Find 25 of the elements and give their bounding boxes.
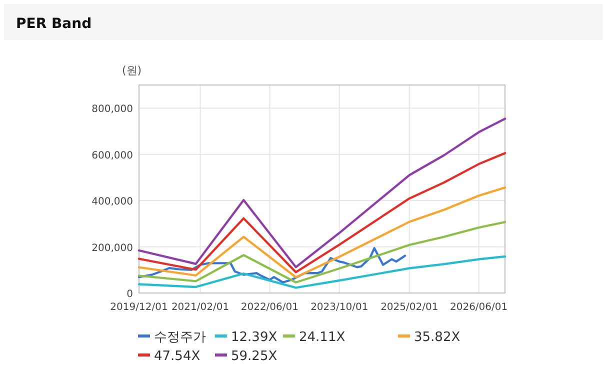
y-axis-title: (원) (122, 64, 142, 77)
chart-title: PER Band (16, 16, 92, 32)
line-series (138, 220, 506, 284)
x-tick-label: 2019/12/01 (110, 302, 168, 313)
y-tick-label: 600,000 (92, 150, 133, 162)
y-tick-label: 0 (126, 289, 133, 300)
x-tick-label: 2022/06/01 (240, 302, 299, 313)
legend-label: 59.25X (231, 349, 278, 364)
x-tick-label: 2021/02/01 (171, 302, 230, 313)
x-tick-label: 2025/02/01 (380, 302, 438, 313)
line-series (138, 247, 406, 284)
legend-label: 47.54X (154, 349, 200, 364)
legend-label: 수정주가 (154, 330, 206, 345)
legend-label: 35.82X (414, 330, 460, 345)
legend-label: 24.11X (299, 330, 346, 345)
line-series (138, 118, 506, 268)
line-series (138, 152, 506, 274)
y-tick-label: 800,000 (92, 104, 133, 116)
legend-label: 12.39X (231, 330, 278, 345)
line-series (138, 186, 506, 278)
y-tick-label: 400,000 (92, 196, 133, 208)
y-tick-label: 200,000 (92, 242, 133, 254)
x-tick-label: 2026/06/01 (450, 302, 508, 313)
line-series (138, 255, 506, 289)
x-tick-label: 2023/10/01 (310, 302, 368, 313)
